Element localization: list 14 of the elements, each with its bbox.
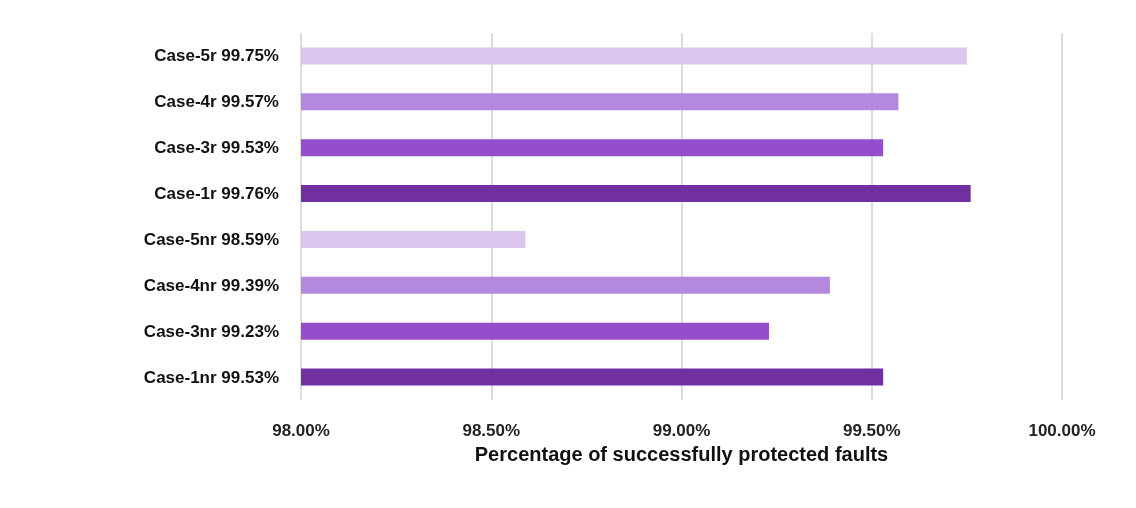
x-tick-label: 99.50% [842,421,901,440]
x-tick-label: 98.00% [272,421,330,440]
y-tick-label: Case-4nr 99.39% [143,275,279,295]
y-tick-label: Case-1nr 99.53% [143,367,279,387]
x-tick-label: 98.50% [462,421,521,440]
y-tick-label: Case-5r 99.75% [154,46,279,66]
x-tick-label: 99.00% [652,421,711,440]
x-tick-label: 100.00% [1028,421,1096,440]
y-tick-label: Case-3nr 99.23% [143,321,279,341]
y-tick-label: Case-5nr 98.59% [143,229,279,249]
y-tick-label: Case-4r 99.57% [154,92,279,112]
y-tick-label: Case-3r 99.53% [154,138,279,158]
y-tick-label: Case-1r 99.76% [154,184,279,204]
x-axis-title: Percentage of successfully protected faults [474,442,889,465]
